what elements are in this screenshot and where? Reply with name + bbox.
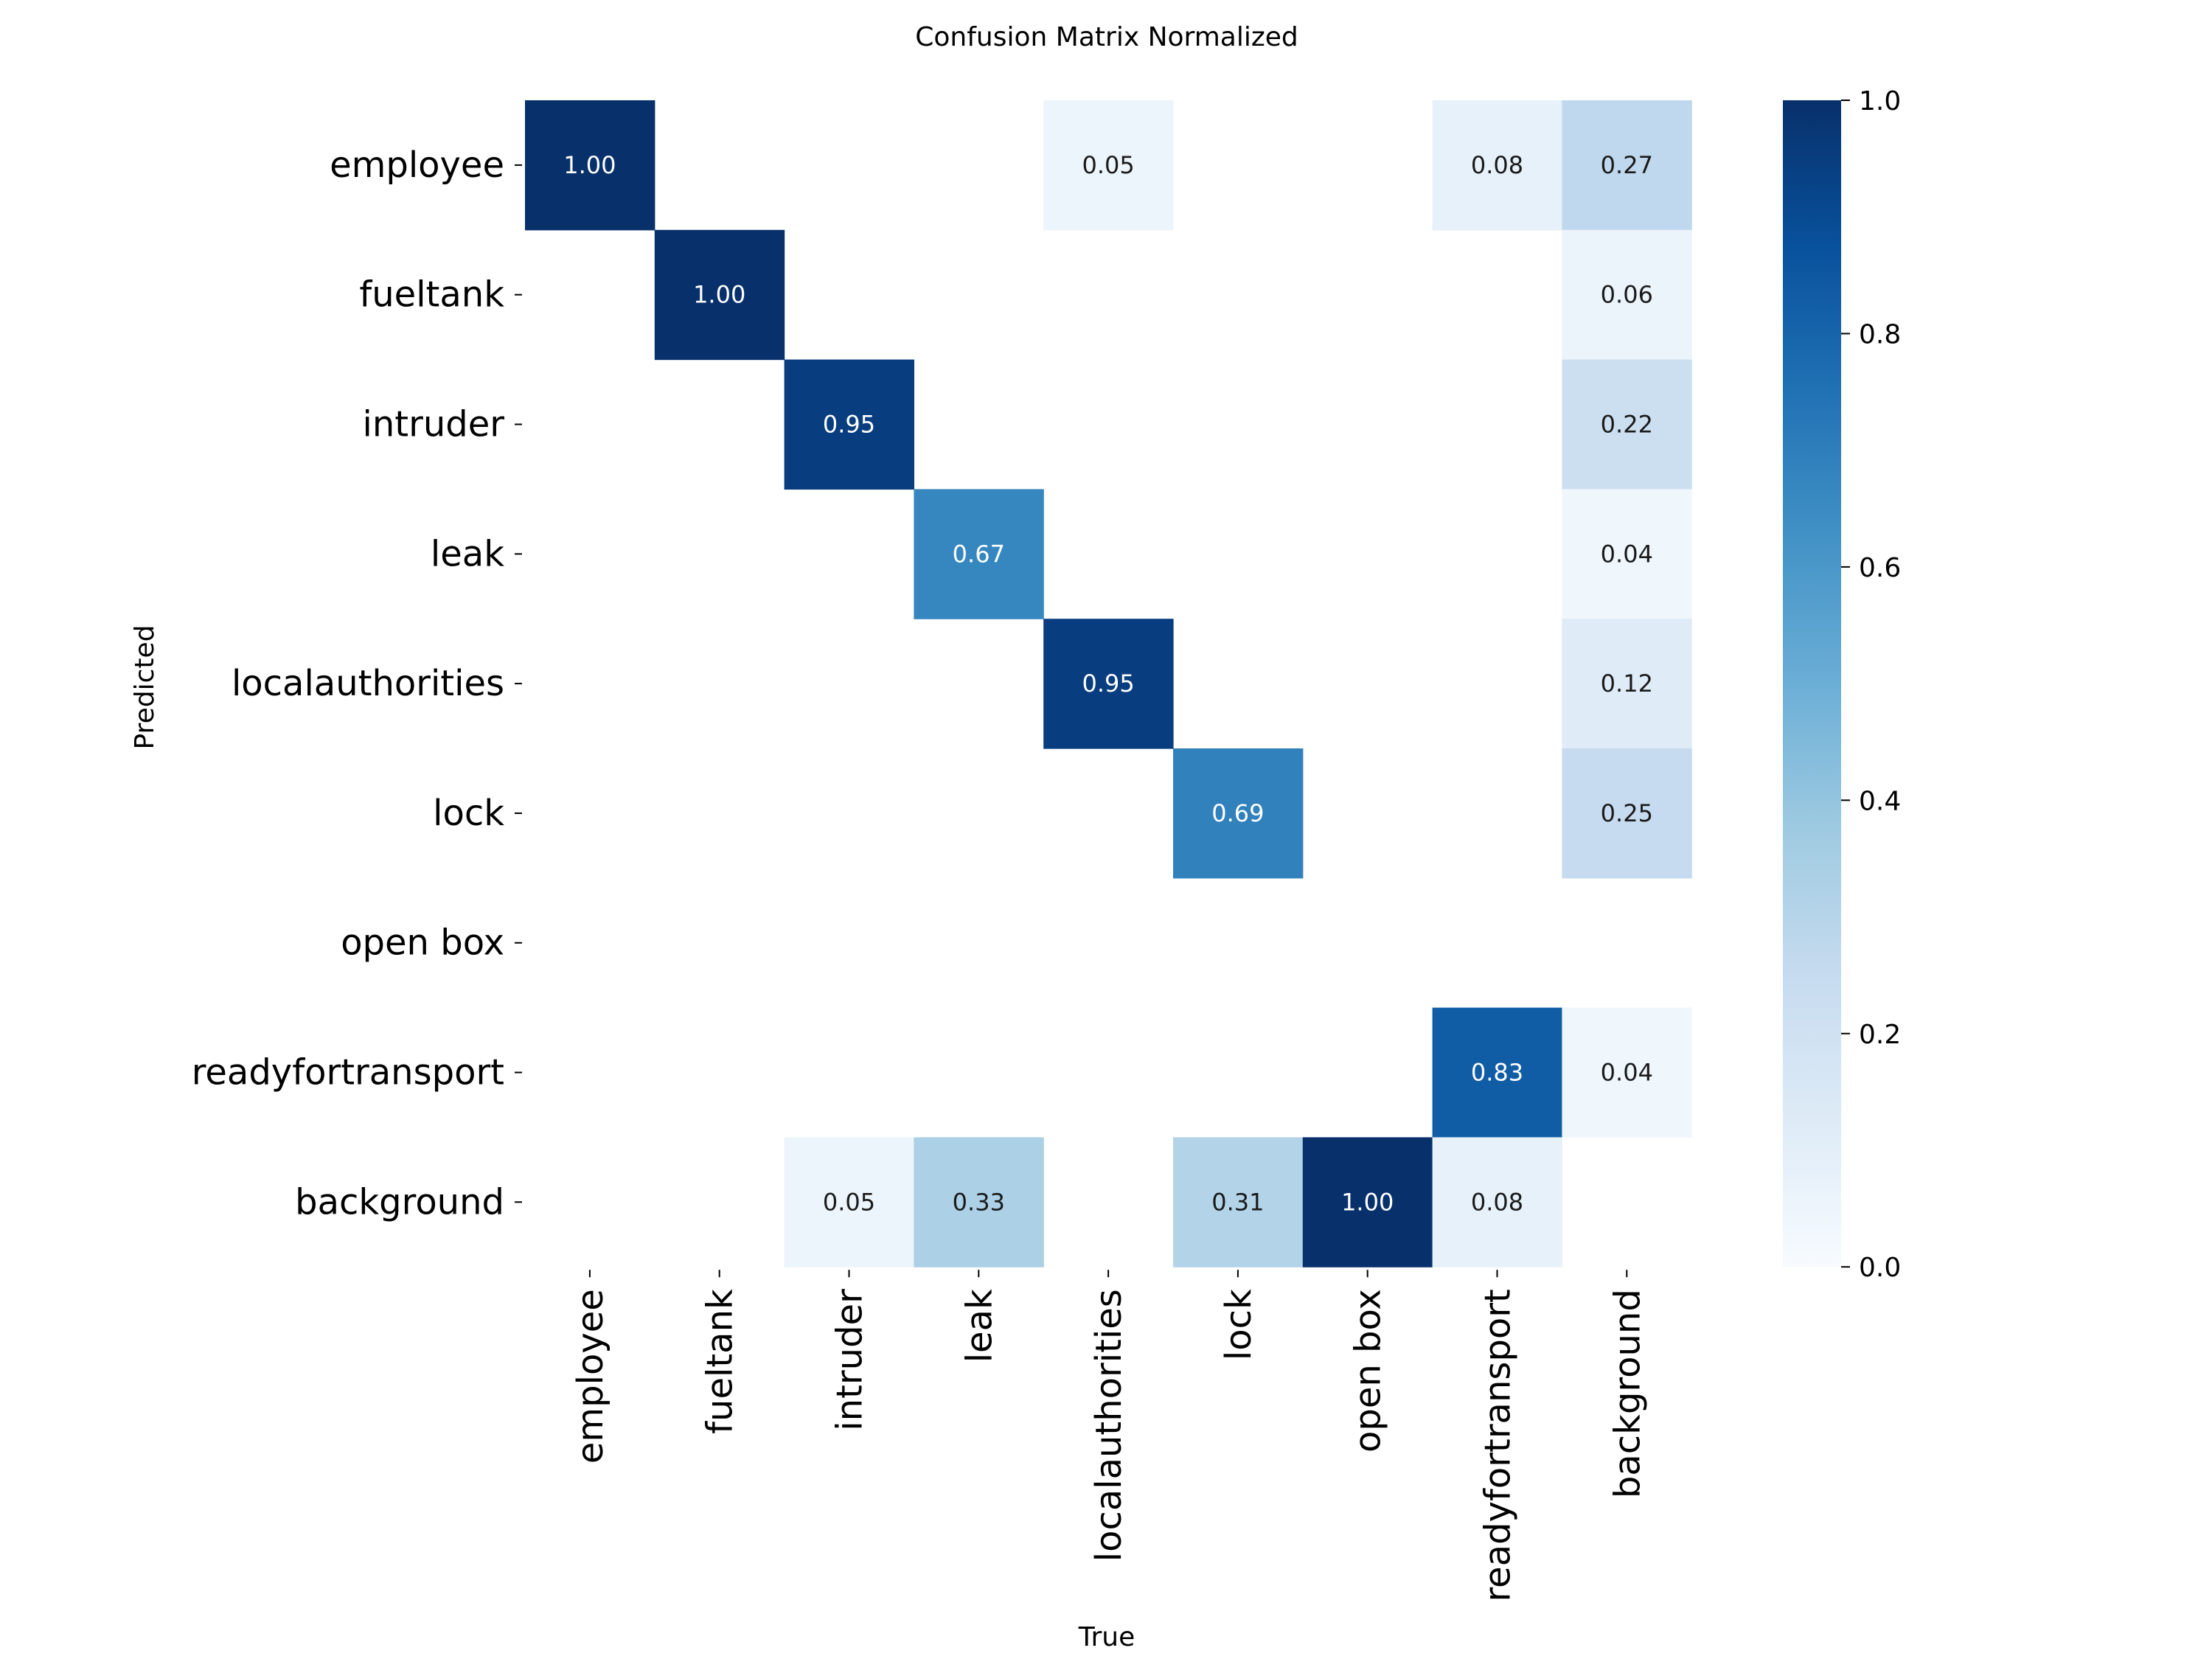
cell-value-label: 0.04 [1601, 1059, 1653, 1087]
matrix-cell [1562, 748, 1692, 879]
matrix-cell [784, 359, 914, 490]
matrix-cell [784, 1137, 914, 1267]
cell-value-label: 0.69 [1211, 799, 1264, 827]
matrix-cell [1173, 748, 1304, 879]
y-tick-label: open box [341, 922, 504, 964]
y-tick-labels: employee fueltank intruder leak localauthori… [192, 145, 522, 1222]
matrix-cell [1562, 619, 1692, 749]
cell-value-label: 1.00 [1341, 1188, 1394, 1216]
x-tick-label: employee [570, 1289, 611, 1464]
x-tick-label: lock [1218, 1289, 1259, 1360]
y-tick-label: fueltank [359, 274, 504, 316]
matrix-cell [1562, 100, 1692, 231]
colorbar-tick-label: 0.8 [1859, 319, 1901, 349]
cell-value-label: 0.95 [823, 411, 875, 439]
matrix-cell [1302, 1137, 1433, 1267]
matrix-cell [1562, 359, 1692, 490]
cell-value-label: 0.08 [1471, 151, 1523, 179]
cell-value-label: 0.05 [823, 1188, 875, 1216]
cell-value-label: 0.67 [953, 540, 1005, 568]
y-tick-label: employee [330, 145, 504, 186]
matrix-cell [654, 229, 785, 361]
x-tick-label: localauthorities [1088, 1289, 1130, 1562]
colorbar-gradient [1783, 100, 1841, 1267]
cell-value-label: 0.95 [1082, 669, 1134, 698]
matrix-cell [1043, 619, 1174, 749]
cell-value-label: 1.00 [563, 151, 616, 179]
y-tick-label: leak [431, 533, 504, 574]
cell-value-label: 1.00 [693, 281, 745, 309]
chart-title: Confusion Matrix Normalized [915, 22, 1298, 52]
colorbar-tick-label: 0.2 [1859, 1020, 1901, 1050]
matrix-cell [1562, 489, 1692, 619]
matrix-cell [1432, 100, 1562, 231]
y-tick-label: lock [433, 793, 504, 834]
x-tick-labels: employee fueltank intruder leak localauthori… [570, 1270, 1648, 1601]
x-tick-label: readyfortransport [1478, 1289, 1519, 1601]
x-tick-label: fueltank [700, 1289, 741, 1434]
cell-value-label: 0.83 [1471, 1059, 1523, 1087]
x-axis-label: True [1078, 1622, 1135, 1652]
colorbar-tick-label: 0.6 [1859, 553, 1901, 583]
matrix-cell [1432, 1137, 1562, 1267]
cell-value-label: 0.33 [953, 1188, 1005, 1216]
x-tick-label: intruder [830, 1289, 871, 1431]
cell-value-label: 0.31 [1211, 1188, 1264, 1216]
y-axis-label: Predicted [130, 625, 160, 750]
matrix-cell [1043, 100, 1174, 231]
cell-value-label: 0.27 [1601, 151, 1653, 179]
y-tick-label: background [295, 1181, 504, 1222]
matrix-cell [525, 100, 655, 231]
matrix-cell [914, 1137, 1044, 1267]
x-tick-label: open box [1348, 1289, 1389, 1453]
matrix-cell [1432, 1007, 1562, 1138]
colorbar-tick-label: 0.4 [1859, 786, 1901, 816]
colorbar-tick-label: 1.0 [1859, 86, 1901, 116]
cell-value-label: 0.25 [1601, 799, 1653, 827]
cell-value-label: 0.12 [1601, 669, 1653, 698]
x-tick-label: leak [959, 1289, 1000, 1363]
y-tick-label: intruder [363, 404, 505, 445]
cell-value-label: 0.05 [1082, 151, 1134, 179]
matrix-cells: 1.00 0.05 0.08 0.27 1.00 0.06 0.95 0.22 0.67 0.04… [525, 100, 1692, 1267]
x-tick-label: background [1607, 1289, 1648, 1498]
matrix-cell [1173, 1137, 1304, 1267]
cell-value-label: 0.04 [1601, 540, 1653, 568]
cell-value-label: 0.06 [1601, 281, 1653, 309]
colorbar-tick-label: 0.0 [1859, 1253, 1901, 1283]
y-tick-label: localauthorities [232, 663, 504, 704]
cell-value-label: 0.08 [1471, 1188, 1523, 1216]
colorbar: 0.0 0.2 0.4 0.6 0.8 1.0 [1783, 86, 1901, 1283]
cell-value-label: 0.22 [1601, 411, 1653, 439]
matrix-cell [914, 489, 1044, 619]
y-tick-label: readyfortransport [192, 1052, 504, 1093]
matrix-cell [1562, 1007, 1692, 1138]
matrix-cell [1562, 229, 1692, 361]
